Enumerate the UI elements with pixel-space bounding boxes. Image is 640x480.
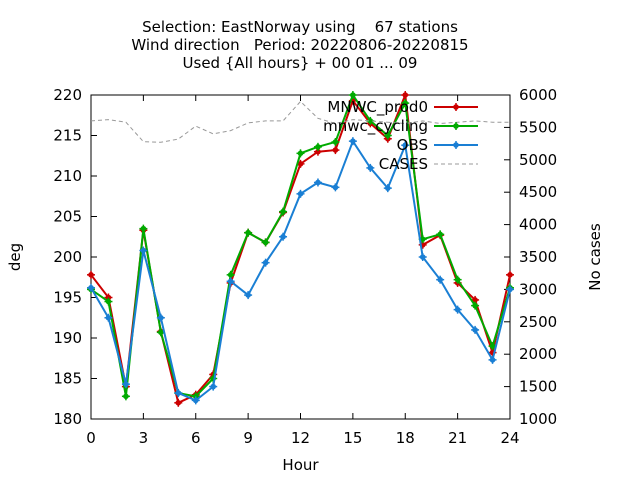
series-line: [90, 94, 511, 405]
title-line: Wind direction Period: 20220806-20220815: [131, 36, 468, 54]
y2-tick-label: 5000: [519, 151, 557, 169]
y2-tick-label: 3000: [519, 280, 557, 298]
legend-label: MNWC_prod0: [327, 98, 428, 117]
y-tick-label: 215: [53, 127, 82, 145]
y2-tick-label: 4500: [519, 183, 557, 201]
x-tick-label: 9: [243, 429, 253, 447]
y2-tick-label: 3500: [519, 248, 557, 266]
legend-label: OBS: [397, 136, 428, 154]
series-layer: [87, 91, 514, 407]
y2-axis-label: No cases: [586, 223, 604, 291]
y2-tick-label: 5500: [519, 118, 557, 136]
y2-tick-label: 1000: [519, 410, 557, 428]
y-tick-label: 185: [53, 370, 82, 388]
y-tick-label: 190: [53, 329, 82, 347]
y2-tick-label: 6000: [519, 86, 557, 104]
legend-label: CASES: [379, 155, 428, 173]
y2-tick-label: 2500: [519, 313, 557, 331]
axis-ticks: 0 3 6 9 12 15 18 21 24 180 185 190 195 200 205 210 215 22…: [53, 86, 557, 447]
y-tick-label: 205: [53, 208, 82, 226]
y-tick-label: 180: [53, 410, 82, 428]
y2-tick-label: 2000: [519, 345, 557, 363]
y2-tick-label: 1500: [519, 378, 557, 396]
x-tick-label: 18: [396, 429, 415, 447]
x-tick-label: 6: [191, 429, 201, 447]
series-line: [90, 92, 511, 398]
x-tick-label: 3: [139, 429, 149, 447]
y2-tick-label: 4000: [519, 216, 557, 234]
legend-label: mnwc_cycling: [323, 117, 428, 136]
y-tick-label: 195: [53, 289, 82, 307]
y-tick-label: 200: [53, 248, 82, 266]
x-tick-label: 15: [343, 429, 362, 447]
x-axis-label: Hour: [282, 456, 319, 474]
series-line: [90, 138, 511, 402]
y-tick-label: 210: [53, 167, 82, 185]
title-line: Used {All hours} + 00 01 ... 09: [183, 54, 418, 72]
x-tick-label: 24: [500, 429, 519, 447]
y-axis-label: deg: [6, 243, 24, 271]
x-tick-label: 21: [448, 429, 467, 447]
x-tick-label: 0: [86, 429, 96, 447]
title-line: Selection: EastNorway using 67 stations: [142, 18, 458, 36]
chart-title: Selection: EastNorway using 67 stationsW…: [131, 18, 468, 72]
y-tick-label: 220: [53, 86, 82, 104]
x-tick-label: 12: [291, 429, 310, 447]
series-line: [90, 100, 510, 143]
